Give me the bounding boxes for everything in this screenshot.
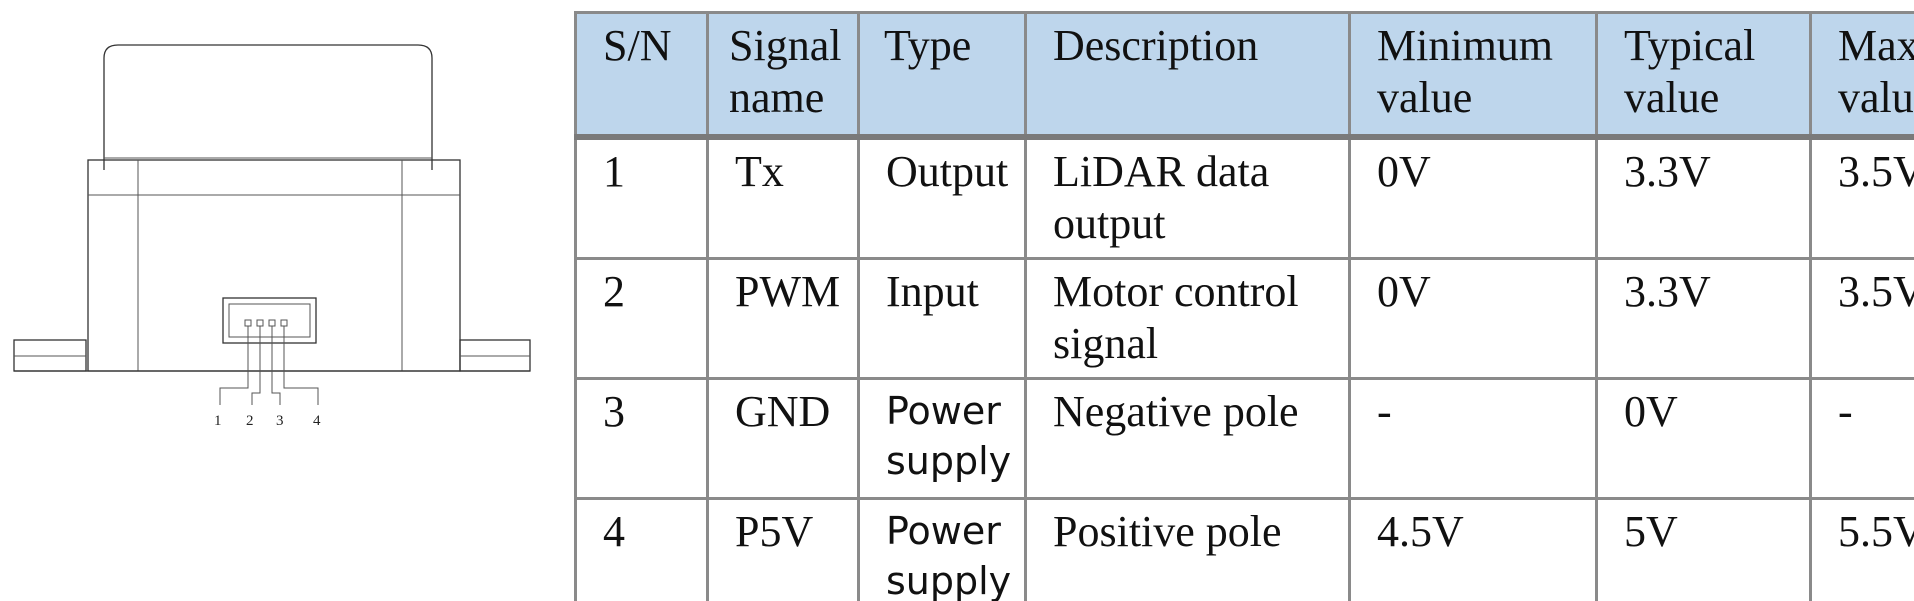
cell-min: 0V (1348, 257, 1598, 380)
cell-description: Motor control signal (1024, 257, 1351, 380)
header-sn: S/N (574, 11, 709, 140)
header-sn-line1: S/N (603, 21, 672, 70)
header-signal-line2: name (729, 73, 825, 122)
lidar-front-view-svg: 1 2 3 4 (13, 44, 531, 429)
cell-min: - (1348, 377, 1598, 500)
cell-sn: 3 (574, 377, 709, 500)
connector-pin-4 (280, 319, 288, 327)
header-typ-line1: Typical (1624, 21, 1756, 70)
cell-max: 3.5V (1809, 257, 1914, 380)
pin-definition-table-wrap: S/N Signal name Type Description Minimum v… (574, 11, 1914, 601)
header-description: Description (1024, 11, 1351, 140)
cell-description: LiDAR data output (1024, 135, 1351, 260)
header-typ-line2: value (1624, 73, 1720, 122)
lidar-module-drawing: 1 2 3 4 (0, 0, 560, 601)
header-min-line1: Minimum (1377, 21, 1554, 70)
cell-description: Positive pole (1024, 497, 1351, 601)
cell-typical: 3.3V (1595, 257, 1812, 380)
table-row: 4 P5V Power supply Positive pole 4.5V 5V… (574, 497, 1914, 601)
header-minimum-value: Minimum value (1348, 11, 1598, 140)
cell-signal: GND (706, 377, 860, 500)
header-type-line1: Type (884, 21, 972, 70)
cell-max: 5.5V (1809, 497, 1914, 601)
cell-typical: 5V (1595, 497, 1812, 601)
header-description-line1: Description (1053, 21, 1259, 70)
cell-type: Input (857, 257, 1027, 380)
connector-inner (228, 303, 311, 338)
cell-type: Output (857, 135, 1027, 260)
header-signal-line1: Signal (729, 21, 842, 70)
header-type: Type (857, 11, 1027, 140)
cell-min: 4.5V (1348, 497, 1598, 601)
cell-typical: 3.3V (1595, 135, 1812, 260)
pin-label-2: 2 (246, 413, 254, 429)
cell-sn: 2 (574, 257, 709, 380)
connector-housing (222, 297, 317, 344)
lidar-body-outline (87, 159, 461, 372)
connector-pin-3 (268, 319, 276, 327)
cell-signal: Tx (706, 135, 860, 260)
cell-max: - (1809, 377, 1914, 500)
cell-signal: P5V (706, 497, 860, 601)
table-header-row: S/N Signal name Type Description Minimum v… (574, 11, 1914, 140)
cell-min: 0V (1348, 135, 1598, 260)
header-signal-name: Signal name (706, 11, 860, 140)
pin-2-leader (251, 326, 261, 405)
pin-label-4: 4 (313, 413, 321, 429)
cell-signal: PWM (706, 257, 860, 380)
pin-4-leader (283, 326, 319, 405)
cell-type: Power supply (857, 497, 1027, 601)
pin-3-leader (271, 326, 281, 405)
lidar-dome-outline (103, 44, 433, 170)
table-row: 3 GND Power supply Negative pole - 0V - (574, 377, 1914, 500)
connector-pin-1 (244, 319, 252, 327)
pin-label-3: 3 (276, 413, 284, 429)
pin-label-1: 1 (214, 413, 222, 429)
cell-sn: 4 (574, 497, 709, 601)
connector-pin-2 (256, 319, 264, 327)
cell-type: Power supply (857, 377, 1027, 500)
table-row: 2 PWM Input Motor control signal 0V 3.3V… (574, 257, 1914, 380)
pin-definition-table: S/N Signal name Type Description Minimum v… (574, 11, 1914, 601)
cell-sn: 1 (574, 135, 709, 260)
cell-typical: 0V (1595, 377, 1812, 500)
header-max-line2: value (1838, 73, 1914, 122)
cell-description: Negative pole (1024, 377, 1351, 500)
pin-1-leader (219, 326, 249, 405)
table-row: 1 Tx Output LiDAR data output 0V 3.3V 3.… (574, 135, 1914, 260)
header-max-line1: Maximum (1838, 21, 1914, 70)
cell-max: 3.5V (1809, 135, 1914, 260)
header-typical-value: Typical value (1595, 11, 1812, 140)
header-maximum-value: Maximumvalue (1809, 11, 1914, 140)
header-min-line2: value (1377, 73, 1473, 122)
